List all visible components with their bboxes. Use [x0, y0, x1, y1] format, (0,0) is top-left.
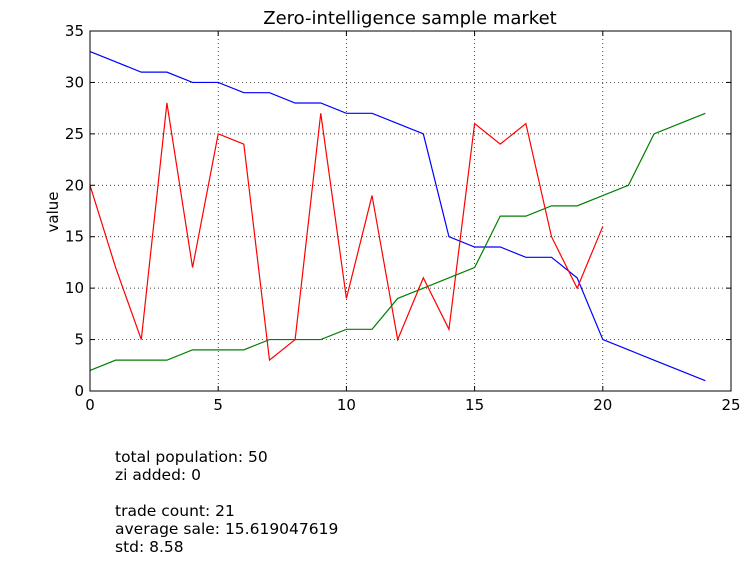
x-tick-label: 25 — [721, 396, 740, 414]
x-tick-label: 10 — [337, 396, 356, 414]
x-tick-label: 0 — [85, 396, 95, 414]
grid — [89, 30, 732, 392]
x-tick-label: 5 — [213, 396, 223, 414]
y-tick-label: 10 — [65, 279, 84, 297]
y-tick-label: 30 — [65, 73, 84, 91]
y-tick-label: 20 — [65, 176, 84, 194]
spacer — [115, 484, 338, 502]
zi-added-text: zi added: 0 — [115, 466, 201, 484]
plot-frame — [89, 30, 732, 392]
y-tick-label: 0 — [74, 382, 84, 400]
std-text: std: 8.58 — [115, 538, 184, 556]
chart-title: Zero-intelligence sample market — [263, 8, 556, 29]
series-layer — [89, 51, 706, 382]
x-tick-label: 15 — [465, 396, 484, 414]
average-sale-text: average sale: 15.619047619 — [115, 520, 339, 538]
x-tick-label: 20 — [593, 396, 612, 414]
y-tick-label: 35 — [65, 22, 84, 40]
ticks: 0 5 10 15 20 25 0 5 10 15 20 25 30 35 — [65, 22, 741, 414]
series-line-3 — [89, 102, 604, 362]
y-axis-label: value — [44, 192, 62, 233]
y-tick-label: 5 — [74, 331, 84, 349]
trade-count-text: trade count: 21 — [115, 502, 235, 520]
series-line-2 — [89, 112, 706, 371]
total-population-text: total population: 50 — [115, 448, 268, 466]
y-tick-label: 25 — [65, 125, 84, 143]
stats-panel: total population: 50 zi added: 0 trade c… — [115, 448, 338, 556]
series-line-1 — [89, 51, 706, 382]
y-tick-label: 15 — [65, 228, 84, 246]
